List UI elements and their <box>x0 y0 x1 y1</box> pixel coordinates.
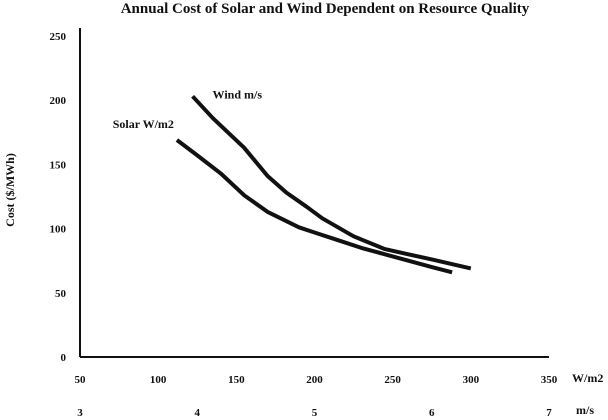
x2-tick-label: 6 <box>429 407 435 419</box>
x-axis-unit-label: W/m2 <box>572 371 603 385</box>
y-tick-label: 150 <box>50 159 67 171</box>
y-tick-label: 100 <box>50 224 67 236</box>
x-tick-label: 300 <box>463 374 480 386</box>
x2-tick-label: 3 <box>77 407 83 419</box>
series-line-wind <box>191 94 472 271</box>
y-tick-label: 200 <box>50 95 67 107</box>
x2-tick-label: 5 <box>312 407 318 419</box>
x-tick-label: 350 <box>541 374 558 386</box>
x2-tick-label: 7 <box>546 407 552 419</box>
x-tick-label: 250 <box>384 374 401 386</box>
x-tick-labels-primary: 50 100 150 200 250 300 350 <box>75 374 558 386</box>
x2-tick-label: 4 <box>195 407 201 419</box>
y-tick-labels: 0 50 100 150 200 250 <box>50 31 67 364</box>
y-tick-label: 0 <box>61 352 67 364</box>
x-tick-labels-secondary: 3 4 5 6 7 <box>77 407 552 419</box>
x-axis-secondary-unit-label: m/s <box>576 403 594 417</box>
chart-title: Annual Cost of Solar and Wind Dependent … <box>121 1 530 17</box>
y-axis-label: Cost ($/MWh) <box>3 153 17 227</box>
series-label-solar: Solar W/m2 <box>113 117 174 131</box>
series-line-solar <box>175 138 453 275</box>
series-lines <box>175 94 472 275</box>
x-tick-label: 100 <box>150 374 167 386</box>
x-tick-label: 200 <box>306 374 323 386</box>
x-tick-label: 150 <box>228 374 245 386</box>
x-tick-label: 50 <box>75 374 87 386</box>
y-tick-label: 250 <box>50 31 67 43</box>
y-tick-label: 50 <box>55 288 67 300</box>
series-label-wind: Wind m/s <box>213 87 263 101</box>
